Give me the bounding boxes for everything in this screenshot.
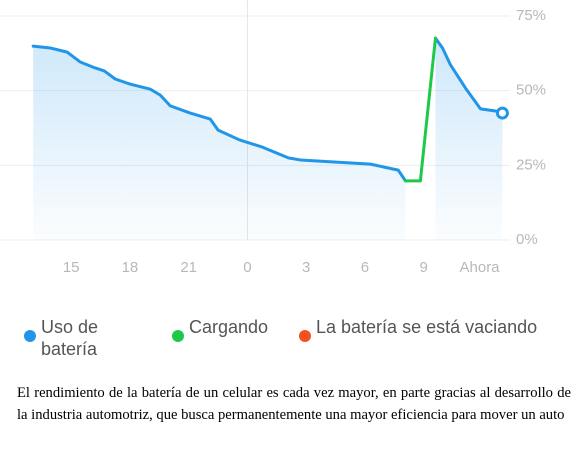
legend-label: Uso de batería bbox=[41, 317, 99, 359]
caption: El rendimiento de la batería de un celul… bbox=[17, 385, 571, 423]
y-tick-label: 75% bbox=[516, 7, 546, 24]
legend-dot bbox=[24, 330, 36, 342]
line bbox=[403, 36, 437, 183]
x-tick-label: 21 bbox=[180, 259, 197, 276]
current-point bbox=[495, 106, 509, 120]
y-tick-label: 25% bbox=[516, 156, 546, 173]
legend-dot bbox=[172, 330, 184, 342]
legend-item: Cargando bbox=[172, 316, 292, 342]
x-tick-label: 0 bbox=[243, 259, 251, 276]
legend-item: La batería se está vaciando bbox=[299, 316, 579, 342]
x-tick-label: Ahora bbox=[460, 259, 501, 276]
chart: 0% 25% 50% 75% 15 18 21 0 3 6 9 Ahora bbox=[0, 0, 546, 276]
legend-dot bbox=[299, 330, 311, 342]
legend-item: Uso de batería bbox=[24, 316, 124, 360]
y-tick-label: 0% bbox=[516, 231, 538, 248]
legend-label: La batería se está vaciando bbox=[316, 317, 538, 337]
area bbox=[33, 38, 503, 240]
y-tick-label: 50% bbox=[516, 82, 546, 99]
x-tick-label: 15 bbox=[63, 259, 80, 276]
x-tick-label: 9 bbox=[420, 259, 428, 276]
legend-label: Cargando bbox=[189, 317, 269, 337]
x-tick-label: 6 bbox=[361, 259, 369, 276]
x-tick-label: 3 bbox=[302, 259, 310, 276]
x-tick-label: 18 bbox=[122, 259, 139, 276]
line bbox=[31, 36, 504, 183]
